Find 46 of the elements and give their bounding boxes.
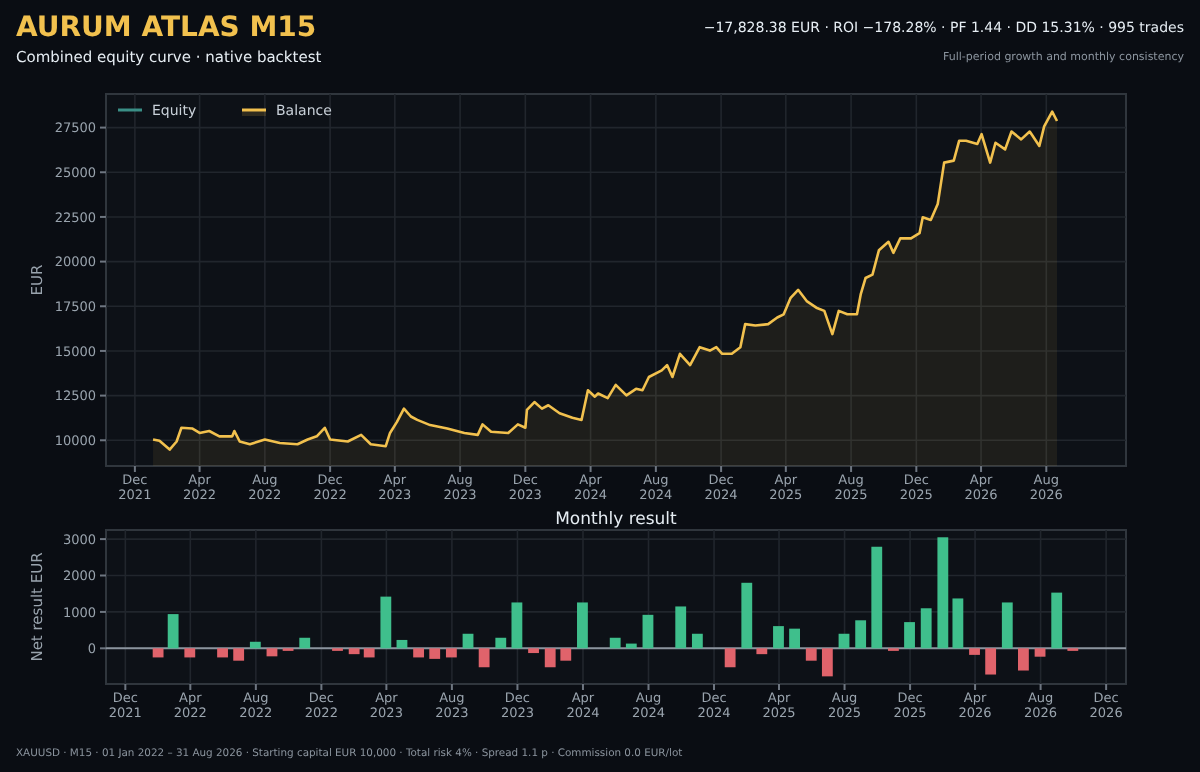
bar: [511, 602, 523, 649]
bar: [1001, 602, 1013, 649]
bar: [805, 648, 817, 661]
bar: [642, 614, 654, 649]
bar: [429, 648, 441, 659]
bar: [756, 648, 768, 655]
bar: [773, 626, 784, 649]
bar: [299, 637, 311, 649]
bar: [528, 648, 539, 654]
bar: [152, 648, 164, 658]
chart-title: Monthly result: [555, 510, 679, 530]
bar: [478, 648, 490, 668]
bar: [821, 648, 833, 677]
bar: [413, 648, 425, 658]
bar: [380, 596, 392, 649]
bar: [560, 648, 572, 661]
bar: [904, 622, 915, 649]
bar: [724, 648, 736, 668]
bar: [691, 633, 703, 649]
bar: [233, 648, 245, 661]
bar: [952, 598, 964, 649]
bar: [985, 648, 997, 675]
bar: [855, 620, 867, 649]
bar: [1051, 592, 1063, 649]
bar: [937, 537, 949, 649]
bar: [969, 648, 980, 655]
bar: [495, 637, 507, 649]
bar: [609, 637, 621, 649]
bar: [675, 606, 687, 649]
bar: [544, 648, 556, 668]
bar: [741, 582, 753, 649]
bar: [249, 641, 261, 649]
bar: [217, 648, 228, 658]
bar: [1034, 648, 1046, 657]
bar: [577, 602, 588, 649]
bar: [789, 628, 801, 649]
bar: [1017, 648, 1029, 671]
bar: [266, 648, 278, 657]
bar: [871, 546, 883, 649]
bar: [445, 648, 457, 658]
bar: [348, 648, 360, 655]
bar: [920, 608, 932, 649]
bar: [363, 648, 375, 658]
bar: [184, 648, 196, 658]
chart-title: AURUM ATLAS M15: [16, 12, 317, 44]
bar: [167, 614, 179, 649]
